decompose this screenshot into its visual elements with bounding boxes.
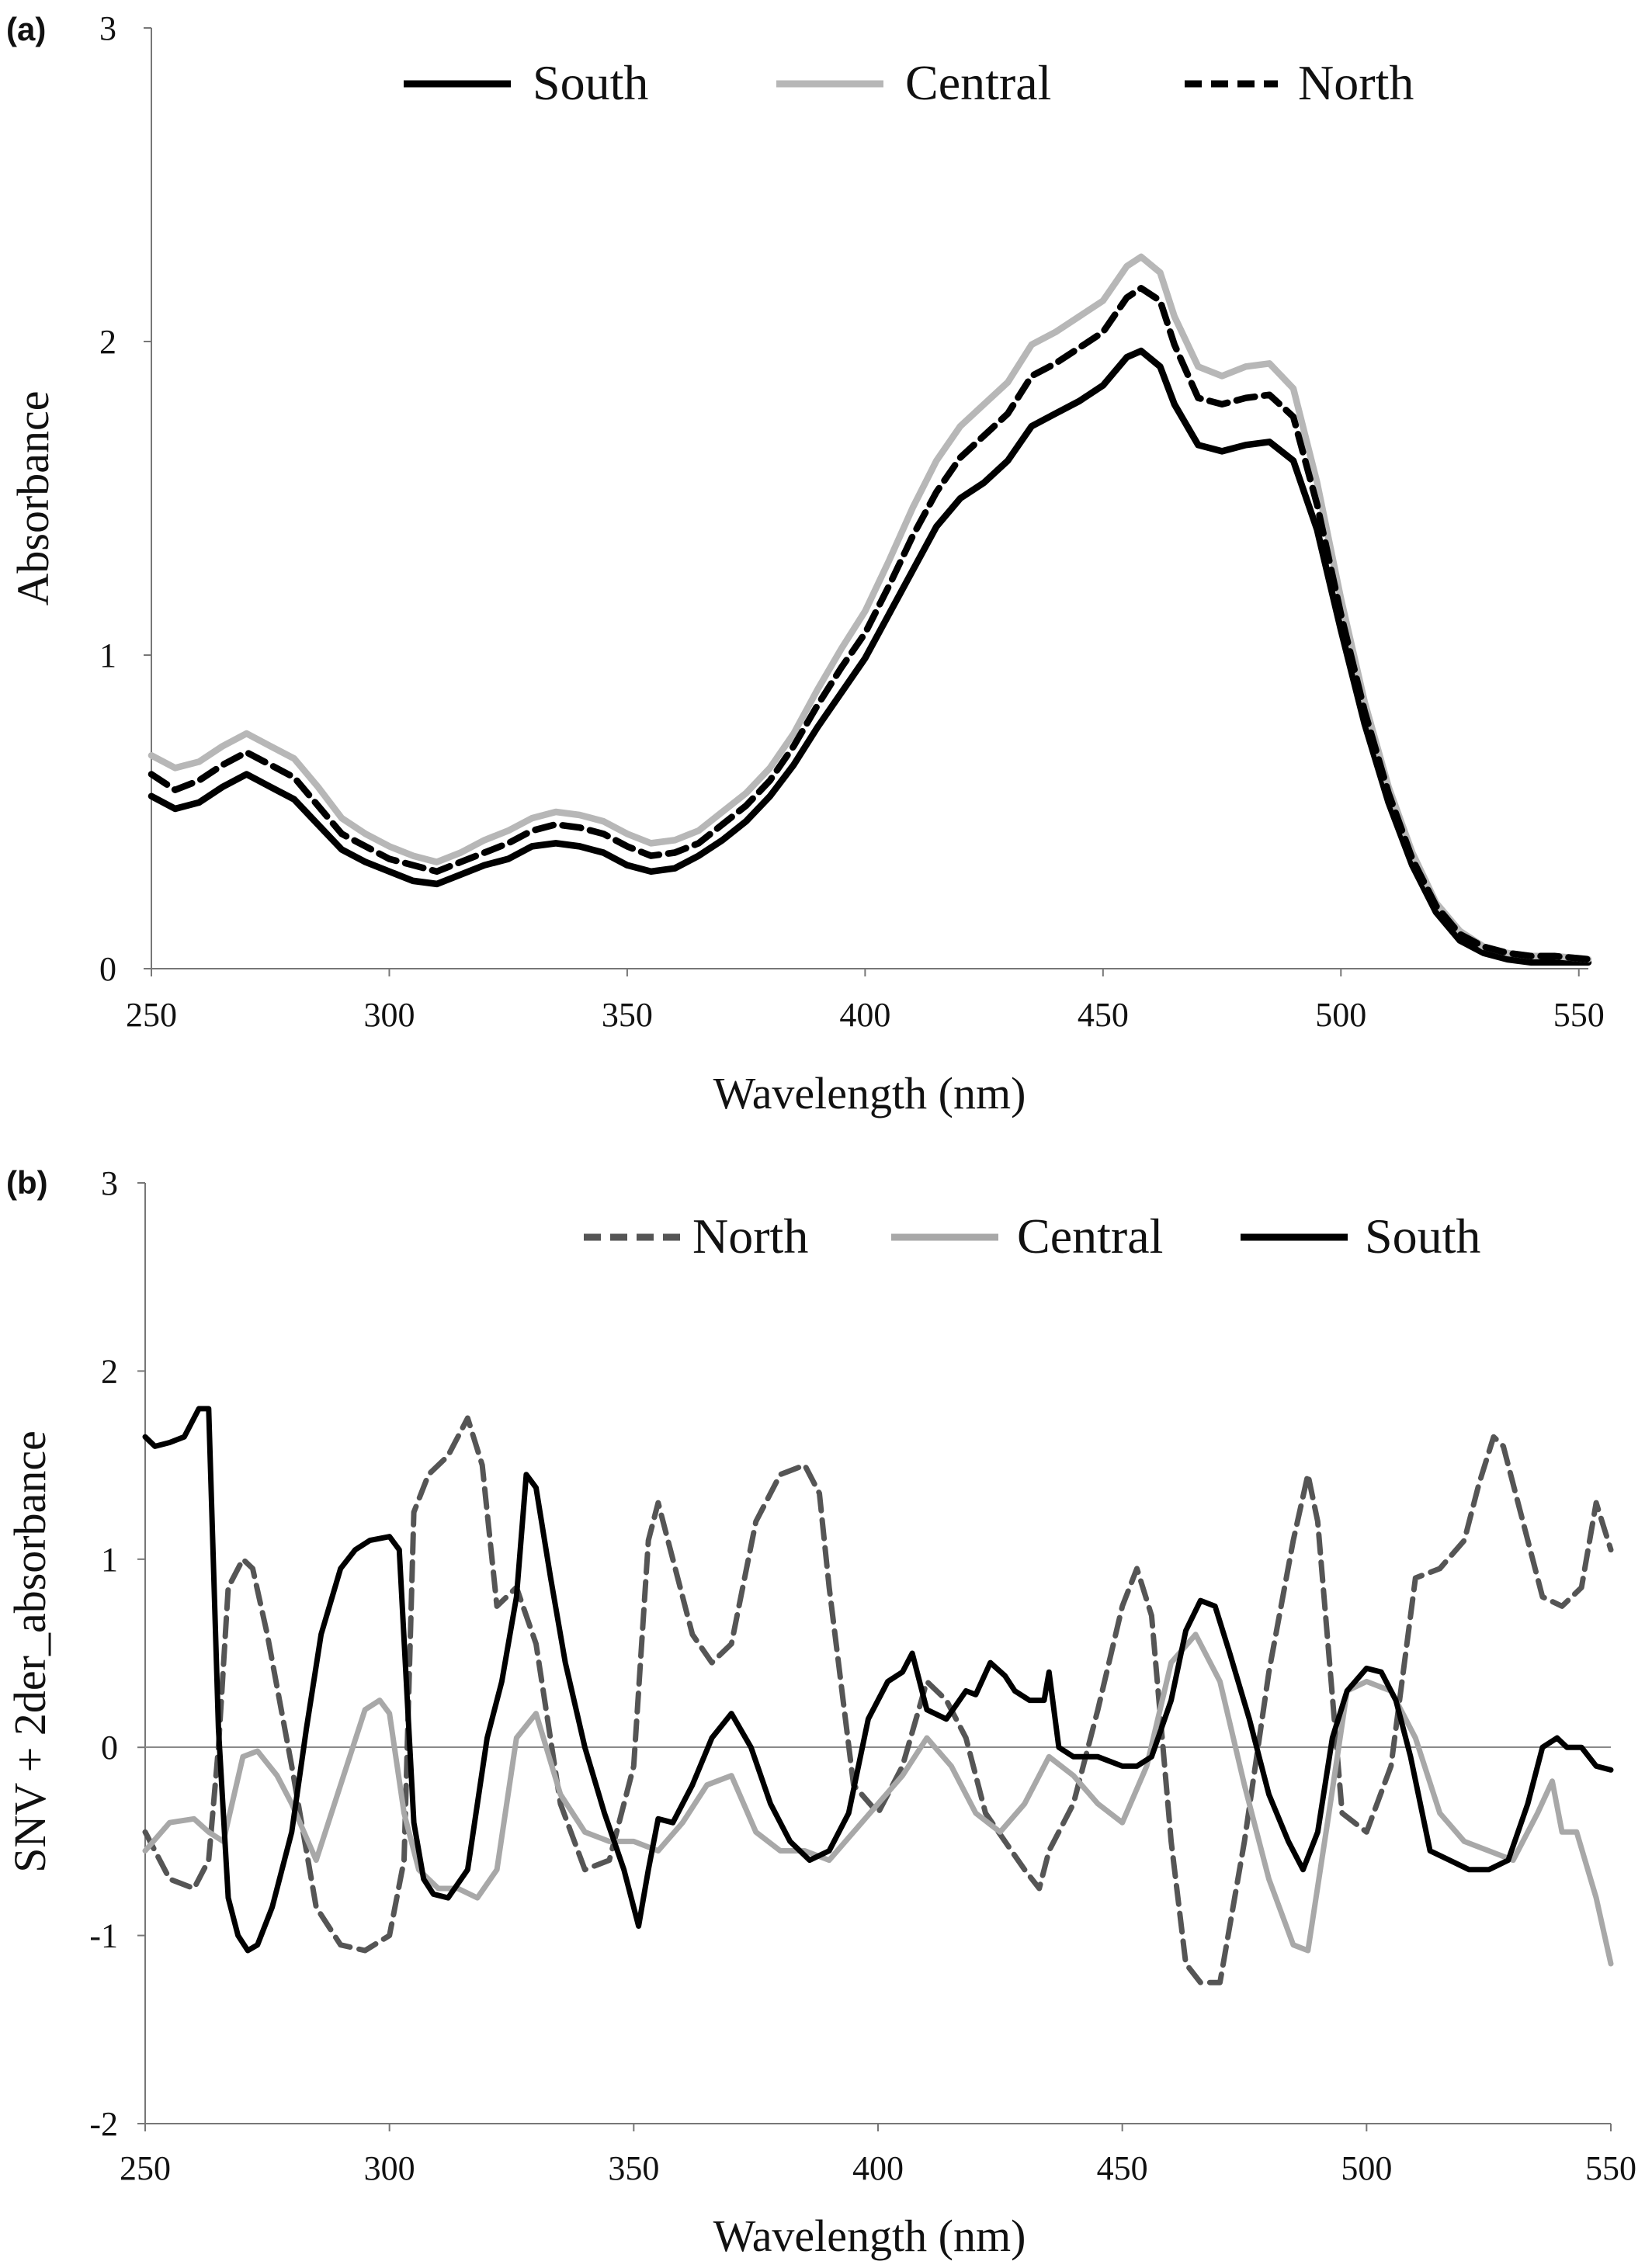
panel-a-y-tick-label: 1 <box>99 636 116 675</box>
panel-a-x-tick-label: 550 <box>1553 996 1605 1034</box>
legend-label-central: Central <box>905 55 1051 110</box>
panel-b-chart: (b) 250 300 350 400 450 500 550 -2 -1 0 1 2 3 Wavel… <box>5 1164 1636 2261</box>
panel-b-x-tick-label: 500 <box>1341 2149 1392 2187</box>
panel-a-x-tick-label: 400 <box>839 996 890 1034</box>
panel-b-series-south-line <box>142 1406 1614 1954</box>
panel-b-label: (b) <box>6 1164 48 1201</box>
panel-b-y-axis-title: SNV + 2der_absorbance <box>5 1431 55 1873</box>
panel-b-x-tick-label: 350 <box>608 2149 659 2187</box>
panel-a-x-tick-label: 250 <box>126 996 177 1034</box>
panel-a-legend: South Central North <box>404 55 1414 110</box>
legend-label-central: Central <box>1017 1209 1163 1264</box>
panel-a-y-tick-label: 3 <box>99 9 116 47</box>
panel-a-series-central-line <box>148 253 1592 963</box>
panel-a-y-tick-label: 2 <box>99 323 116 361</box>
panel-b-legend: North Central South <box>584 1209 1480 1264</box>
panel-a-series-north-line <box>148 285 1592 963</box>
panel-b-x-tick-label: 550 <box>1585 2149 1636 2187</box>
legend-label-south: South <box>1365 1209 1480 1264</box>
legend-label-north: North <box>692 1209 808 1264</box>
panel-b-y-tick-label: 0 <box>101 1729 118 1767</box>
panel-b-y-tick-label: -1 <box>89 1917 118 1955</box>
panel-a-series-south-line <box>148 347 1592 966</box>
panel-b-x-axis-title: Wavelength (nm) <box>713 2211 1026 2261</box>
panel-b-x-tick-label: 300 <box>364 2149 415 2187</box>
panel-a-x-axis-title: Wavelength (nm) <box>713 1068 1026 1118</box>
panel-a-chart: (a) 250 300 350 400 450 500 550 0 1 2 3 Wavelengt… <box>6 9 1605 1118</box>
panel-b-x-tick-label: 400 <box>852 2149 904 2187</box>
panel-a-label: (a) <box>6 11 46 47</box>
panel-b-y-tick-label: 1 <box>101 1541 118 1579</box>
panel-b-x-tick-label: 250 <box>120 2149 171 2187</box>
panel-a-y-axis-title: Absorbance <box>8 390 58 605</box>
panel-b-series-north-line <box>142 1415 1614 1985</box>
panel-a-x-tick-label: 500 <box>1315 996 1366 1034</box>
panel-b-y-tick-label: 2 <box>101 1352 118 1390</box>
panel-a-y-tick-label: 0 <box>99 950 116 988</box>
panel-b-x-tick-label: 450 <box>1097 2149 1148 2187</box>
legend-label-north: North <box>1298 55 1414 110</box>
panel-b-y-tick-label: 3 <box>101 1164 118 1202</box>
legend-label-south: South <box>533 55 648 110</box>
panel-a-x-tick-label: 450 <box>1078 996 1129 1034</box>
panel-b-series-central-line <box>142 1632 1614 1967</box>
panel-b-y-tick-label: -2 <box>89 2105 118 2143</box>
panel-a-x-tick-label: 350 <box>602 996 653 1034</box>
panel-a-x-tick-label: 300 <box>363 996 415 1034</box>
